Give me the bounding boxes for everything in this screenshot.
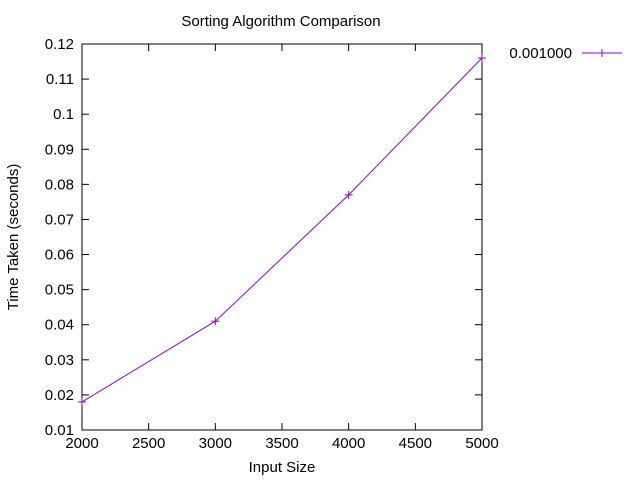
series-layer — [78, 54, 486, 406]
x-tick-label: 3500 — [265, 435, 298, 452]
x-axis-ticks: 2000 2500 3000 3500 4000 4500 5000 — [65, 44, 499, 452]
legend-label-0: 0.001000 — [509, 45, 572, 62]
x-axis-label: Input Size — [249, 459, 316, 476]
data-point — [344, 190, 353, 199]
y-tick-label: 0.02 — [45, 387, 74, 404]
x-tick-label: 3000 — [199, 435, 232, 452]
series-line-0 — [81, 57, 483, 403]
data-point — [478, 54, 486, 63]
y-tick-label: 0.06 — [45, 247, 74, 264]
plot-frame — [81, 43, 483, 431]
legend: 0.001000 — [509, 45, 622, 62]
y-tick-label: 0.08 — [45, 176, 74, 193]
x-tick-label: 4000 — [332, 435, 365, 452]
y-tick-label: 0.12 — [45, 36, 74, 53]
y-tick-label: 0.1 — [53, 106, 74, 123]
data-point — [211, 317, 220, 326]
y-tick-label: 0.11 — [46, 71, 74, 88]
y-tick-label: 0.03 — [45, 352, 74, 369]
x-tick-label: 4500 — [399, 435, 432, 452]
y-axis-ticks: 0.01 0.02 0.03 0.04 0.05 0.06 0.07 0.08 0.09 0.1 0… — [45, 36, 482, 439]
x-tick-label: 5000 — [465, 435, 498, 452]
y-tick-label: 0.09 — [45, 141, 74, 158]
data-point — [78, 397, 86, 406]
x-tick-label: 2000 — [65, 435, 98, 452]
y-tick-label: 0.01 — [45, 422, 74, 439]
chart-title: Sorting Algorithm Comparison — [181, 13, 380, 30]
y-tick-label: 0.05 — [45, 282, 74, 299]
y-axis-label: Time Taken (seconds) — [5, 164, 22, 311]
y-tick-label: 0.07 — [45, 211, 74, 228]
y-tick-label: 0.04 — [45, 317, 74, 334]
x-tick-label: 2500 — [132, 435, 165, 452]
legend-marker-0 — [598, 49, 606, 57]
